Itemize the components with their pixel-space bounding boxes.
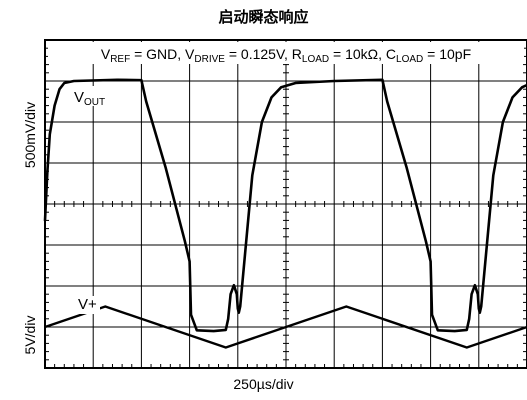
vplus-label-backdrop bbox=[74, 296, 100, 314]
vout-label: VOUT bbox=[74, 89, 105, 108]
x-axis-label: 250µs/div bbox=[233, 376, 294, 392]
chart-title: 启动瞬态响应 bbox=[218, 8, 309, 26]
vout-label-backdrop bbox=[70, 86, 122, 106]
test-conditions: VREF = GND, VDRIVE = 0.125V, RLOAD = 10k… bbox=[101, 46, 471, 65]
conditions-backdrop bbox=[48, 42, 524, 64]
vout-trace bbox=[43, 78, 527, 333]
y-axis-label-bottom: 5V/div bbox=[22, 315, 38, 355]
y-axis-label-top: 500mV/div bbox=[22, 101, 38, 169]
minor-ticks bbox=[45, 47, 527, 368]
grid bbox=[45, 40, 527, 368]
vplus-label: V+ bbox=[78, 296, 97, 313]
